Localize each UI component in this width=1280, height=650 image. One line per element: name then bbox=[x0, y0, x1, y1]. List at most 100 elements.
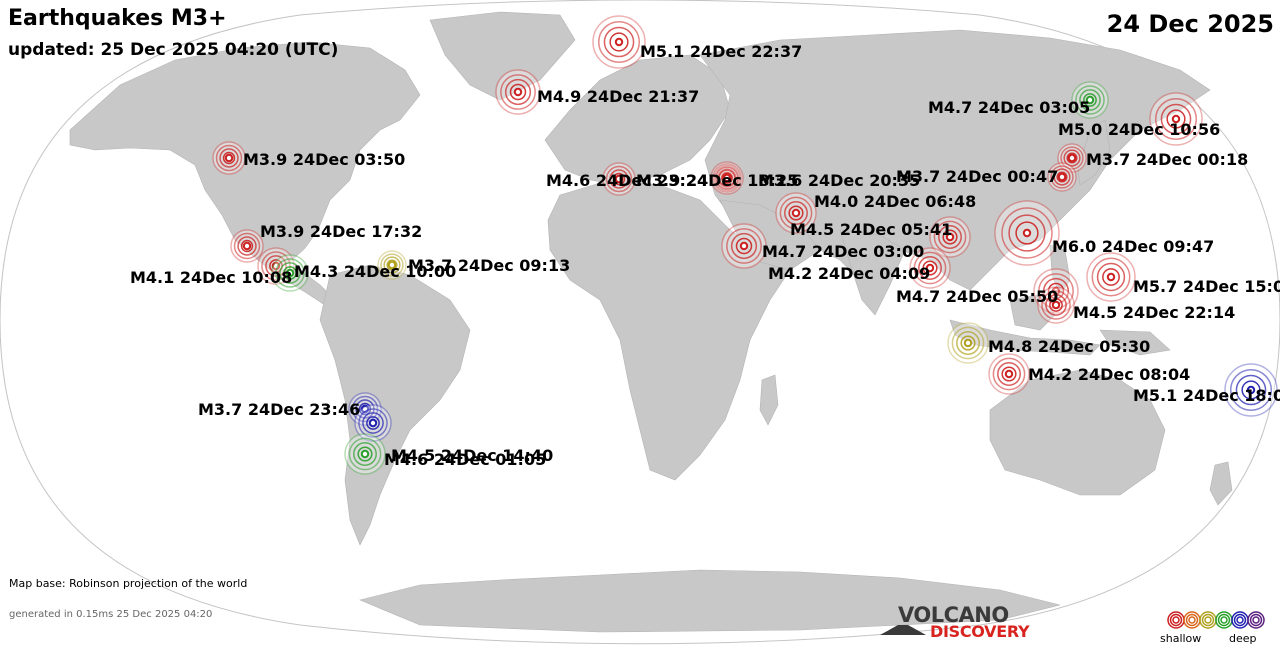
quake-label[interactable]: M4.5 24Dec 22:14 bbox=[1073, 303, 1236, 322]
quake-marker[interactable] bbox=[988, 353, 1030, 395]
quake-label[interactable]: M4.2 24Dec 04:09 bbox=[768, 264, 931, 283]
quake-ring bbox=[275, 258, 305, 288]
quake-label[interactable]: M4.8 24Dec 05:30 bbox=[988, 337, 1151, 356]
generated-note: generated in 0.15ms 25 Dec 2025 04:20 bbox=[9, 609, 213, 620]
quake-marker[interactable] bbox=[1071, 81, 1109, 119]
quake-label[interactable]: M4.5 24Dec 14:40 bbox=[391, 446, 554, 465]
quake-ring bbox=[1049, 298, 1063, 312]
quake-ring bbox=[1066, 152, 1078, 164]
quake-epicenter-dot bbox=[739, 241, 749, 251]
quake-label[interactable]: M3.6 24Dec 20:35 bbox=[758, 171, 921, 190]
quake-label[interactable]: M5.7 24Dec 15:00 bbox=[1133, 277, 1280, 296]
quake-ring bbox=[942, 229, 958, 245]
legend-ring bbox=[1172, 616, 1180, 624]
quake-label[interactable]: M5.1 24Dec 22:37 bbox=[640, 42, 803, 61]
quake-marker[interactable] bbox=[592, 15, 646, 69]
volcano-logo-icon bbox=[880, 625, 926, 635]
quake-epicenter-dot bbox=[1051, 300, 1061, 310]
quake-ring bbox=[1045, 294, 1067, 316]
quake-ring bbox=[918, 256, 942, 280]
quake-label[interactable]: M4.9 24Dec 21:37 bbox=[537, 87, 700, 106]
antarctica bbox=[359, 569, 1061, 633]
quake-ring bbox=[603, 26, 635, 58]
quake-ring bbox=[353, 442, 377, 466]
quake-label[interactable]: M3.7 24Dec 00:47 bbox=[896, 167, 1059, 186]
quake-label[interactable]: M4.0 24Dec 06:48 bbox=[814, 192, 977, 211]
quake-ring bbox=[504, 78, 532, 106]
quake-label[interactable]: M3.7 24Dec 09:13 bbox=[408, 256, 571, 275]
quake-ring bbox=[1060, 146, 1084, 170]
quake-epicenter-dot bbox=[242, 241, 252, 251]
quake-marker[interactable] bbox=[257, 247, 295, 285]
quake-marker[interactable] bbox=[495, 69, 541, 115]
quake-label[interactable]: M3.9 24Dec 03:50 bbox=[243, 150, 406, 169]
quake-marker[interactable] bbox=[775, 192, 817, 234]
quake-epicenter-dot bbox=[1022, 228, 1032, 238]
quake-marker[interactable] bbox=[909, 247, 951, 289]
quake-ring bbox=[1091, 257, 1131, 297]
legend-ring bbox=[1185, 613, 1199, 627]
quake-ring bbox=[1041, 290, 1071, 320]
quake-ring bbox=[938, 225, 962, 249]
quake-marker[interactable] bbox=[1224, 363, 1278, 417]
quake-ring bbox=[1166, 109, 1186, 129]
quake-label[interactable]: M3.9 24Dec 18:25 bbox=[636, 171, 799, 190]
legend-ring bbox=[1247, 611, 1265, 629]
quake-ring bbox=[1160, 103, 1192, 135]
quake-marker[interactable] bbox=[1057, 143, 1087, 173]
legend-ring bbox=[1252, 616, 1260, 624]
quake-ring bbox=[1079, 89, 1101, 111]
quake-label[interactable]: M3.7 24Dec 23:46 bbox=[198, 400, 361, 419]
quake-label[interactable]: M4.3 24Dec 10:00 bbox=[294, 262, 457, 281]
quake-marker[interactable] bbox=[212, 141, 246, 175]
quake-label[interactable]: M3.7 24Dec 00:18 bbox=[1086, 150, 1249, 169]
quake-marker[interactable] bbox=[377, 250, 407, 280]
quake-marker[interactable] bbox=[712, 163, 742, 193]
quake-marker[interactable] bbox=[994, 200, 1060, 266]
quake-label[interactable]: M4.1 24Dec 10:08 bbox=[130, 268, 293, 287]
quake-label[interactable]: M4.7 24Dec 03:05 bbox=[928, 98, 1091, 117]
quake-ring bbox=[509, 83, 527, 101]
quake-label[interactable]: M5.1 24Dec 18:00 bbox=[1133, 386, 1280, 405]
quake-label[interactable]: M5.0 24Dec 10:56 bbox=[1058, 120, 1221, 139]
quake-label[interactable]: M4.7 24Dec 03:00 bbox=[762, 242, 925, 261]
quake-marker[interactable] bbox=[1047, 162, 1077, 192]
quake-marker[interactable] bbox=[947, 322, 989, 364]
quake-marker[interactable] bbox=[721, 223, 767, 269]
quake-label[interactable]: M4.6 24Dec 01:05 bbox=[384, 450, 547, 469]
quake-marker[interactable] bbox=[230, 229, 264, 263]
volcano-discovery-logo[interactable]: VOLCANO DISCOVERY bbox=[878, 603, 1038, 643]
quake-epicenter-dot bbox=[945, 232, 955, 242]
quake-epicenter-dot bbox=[360, 449, 370, 459]
quake-epicenter-dot bbox=[1171, 114, 1181, 124]
quake-ring bbox=[713, 164, 741, 192]
quake-epicenter-dot bbox=[285, 268, 295, 278]
legend-ring bbox=[1169, 613, 1183, 627]
quake-label[interactable]: M4.5 24Dec 05:41 bbox=[790, 220, 953, 239]
north-america bbox=[69, 41, 421, 271]
quake-ring bbox=[1053, 168, 1071, 186]
quake-ring bbox=[362, 412, 384, 434]
quake-label[interactable]: M4.2 24Dec 08:04 bbox=[1028, 365, 1191, 384]
legend-deep-label: deep bbox=[1229, 632, 1257, 645]
quake-ring bbox=[1096, 262, 1126, 292]
quake-ring bbox=[1241, 380, 1261, 400]
quake-marker[interactable] bbox=[354, 404, 392, 442]
quake-label[interactable]: M6.0 24Dec 09:47 bbox=[1052, 237, 1215, 256]
quake-epicenter-dot bbox=[224, 153, 234, 163]
quake-marker[interactable] bbox=[1086, 252, 1136, 302]
quake-marker[interactable] bbox=[929, 216, 971, 258]
quake-label[interactable]: M3.9 24Dec 17:32 bbox=[260, 222, 423, 241]
quake-marker[interactable] bbox=[1149, 92, 1203, 146]
legend-ring bbox=[1236, 616, 1244, 624]
quake-marker[interactable] bbox=[1037, 286, 1075, 324]
quake-ring bbox=[913, 251, 947, 285]
quake-label[interactable]: M4.6 24Dec 23:24 bbox=[546, 171, 709, 190]
quake-ring bbox=[717, 168, 737, 188]
quake-label[interactable]: M4.7 24Dec 05:50 bbox=[896, 287, 1059, 306]
depth-legend-circles bbox=[1167, 611, 1265, 629]
quake-marker[interactable] bbox=[344, 433, 386, 475]
quake-marker[interactable] bbox=[602, 162, 636, 196]
quake-ring bbox=[358, 408, 388, 438]
quake-marker[interactable] bbox=[271, 254, 309, 292]
